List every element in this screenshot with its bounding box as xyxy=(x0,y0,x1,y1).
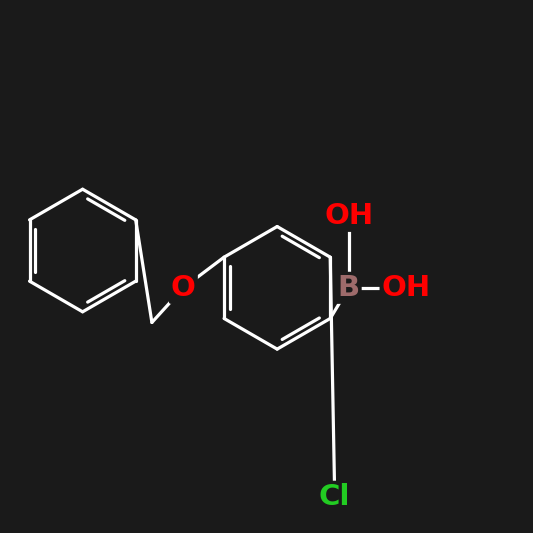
Text: B: B xyxy=(337,274,360,302)
Text: OH: OH xyxy=(324,202,373,230)
Text: Cl: Cl xyxy=(319,483,351,511)
Text: OH: OH xyxy=(382,274,431,302)
Text: O: O xyxy=(171,274,196,302)
